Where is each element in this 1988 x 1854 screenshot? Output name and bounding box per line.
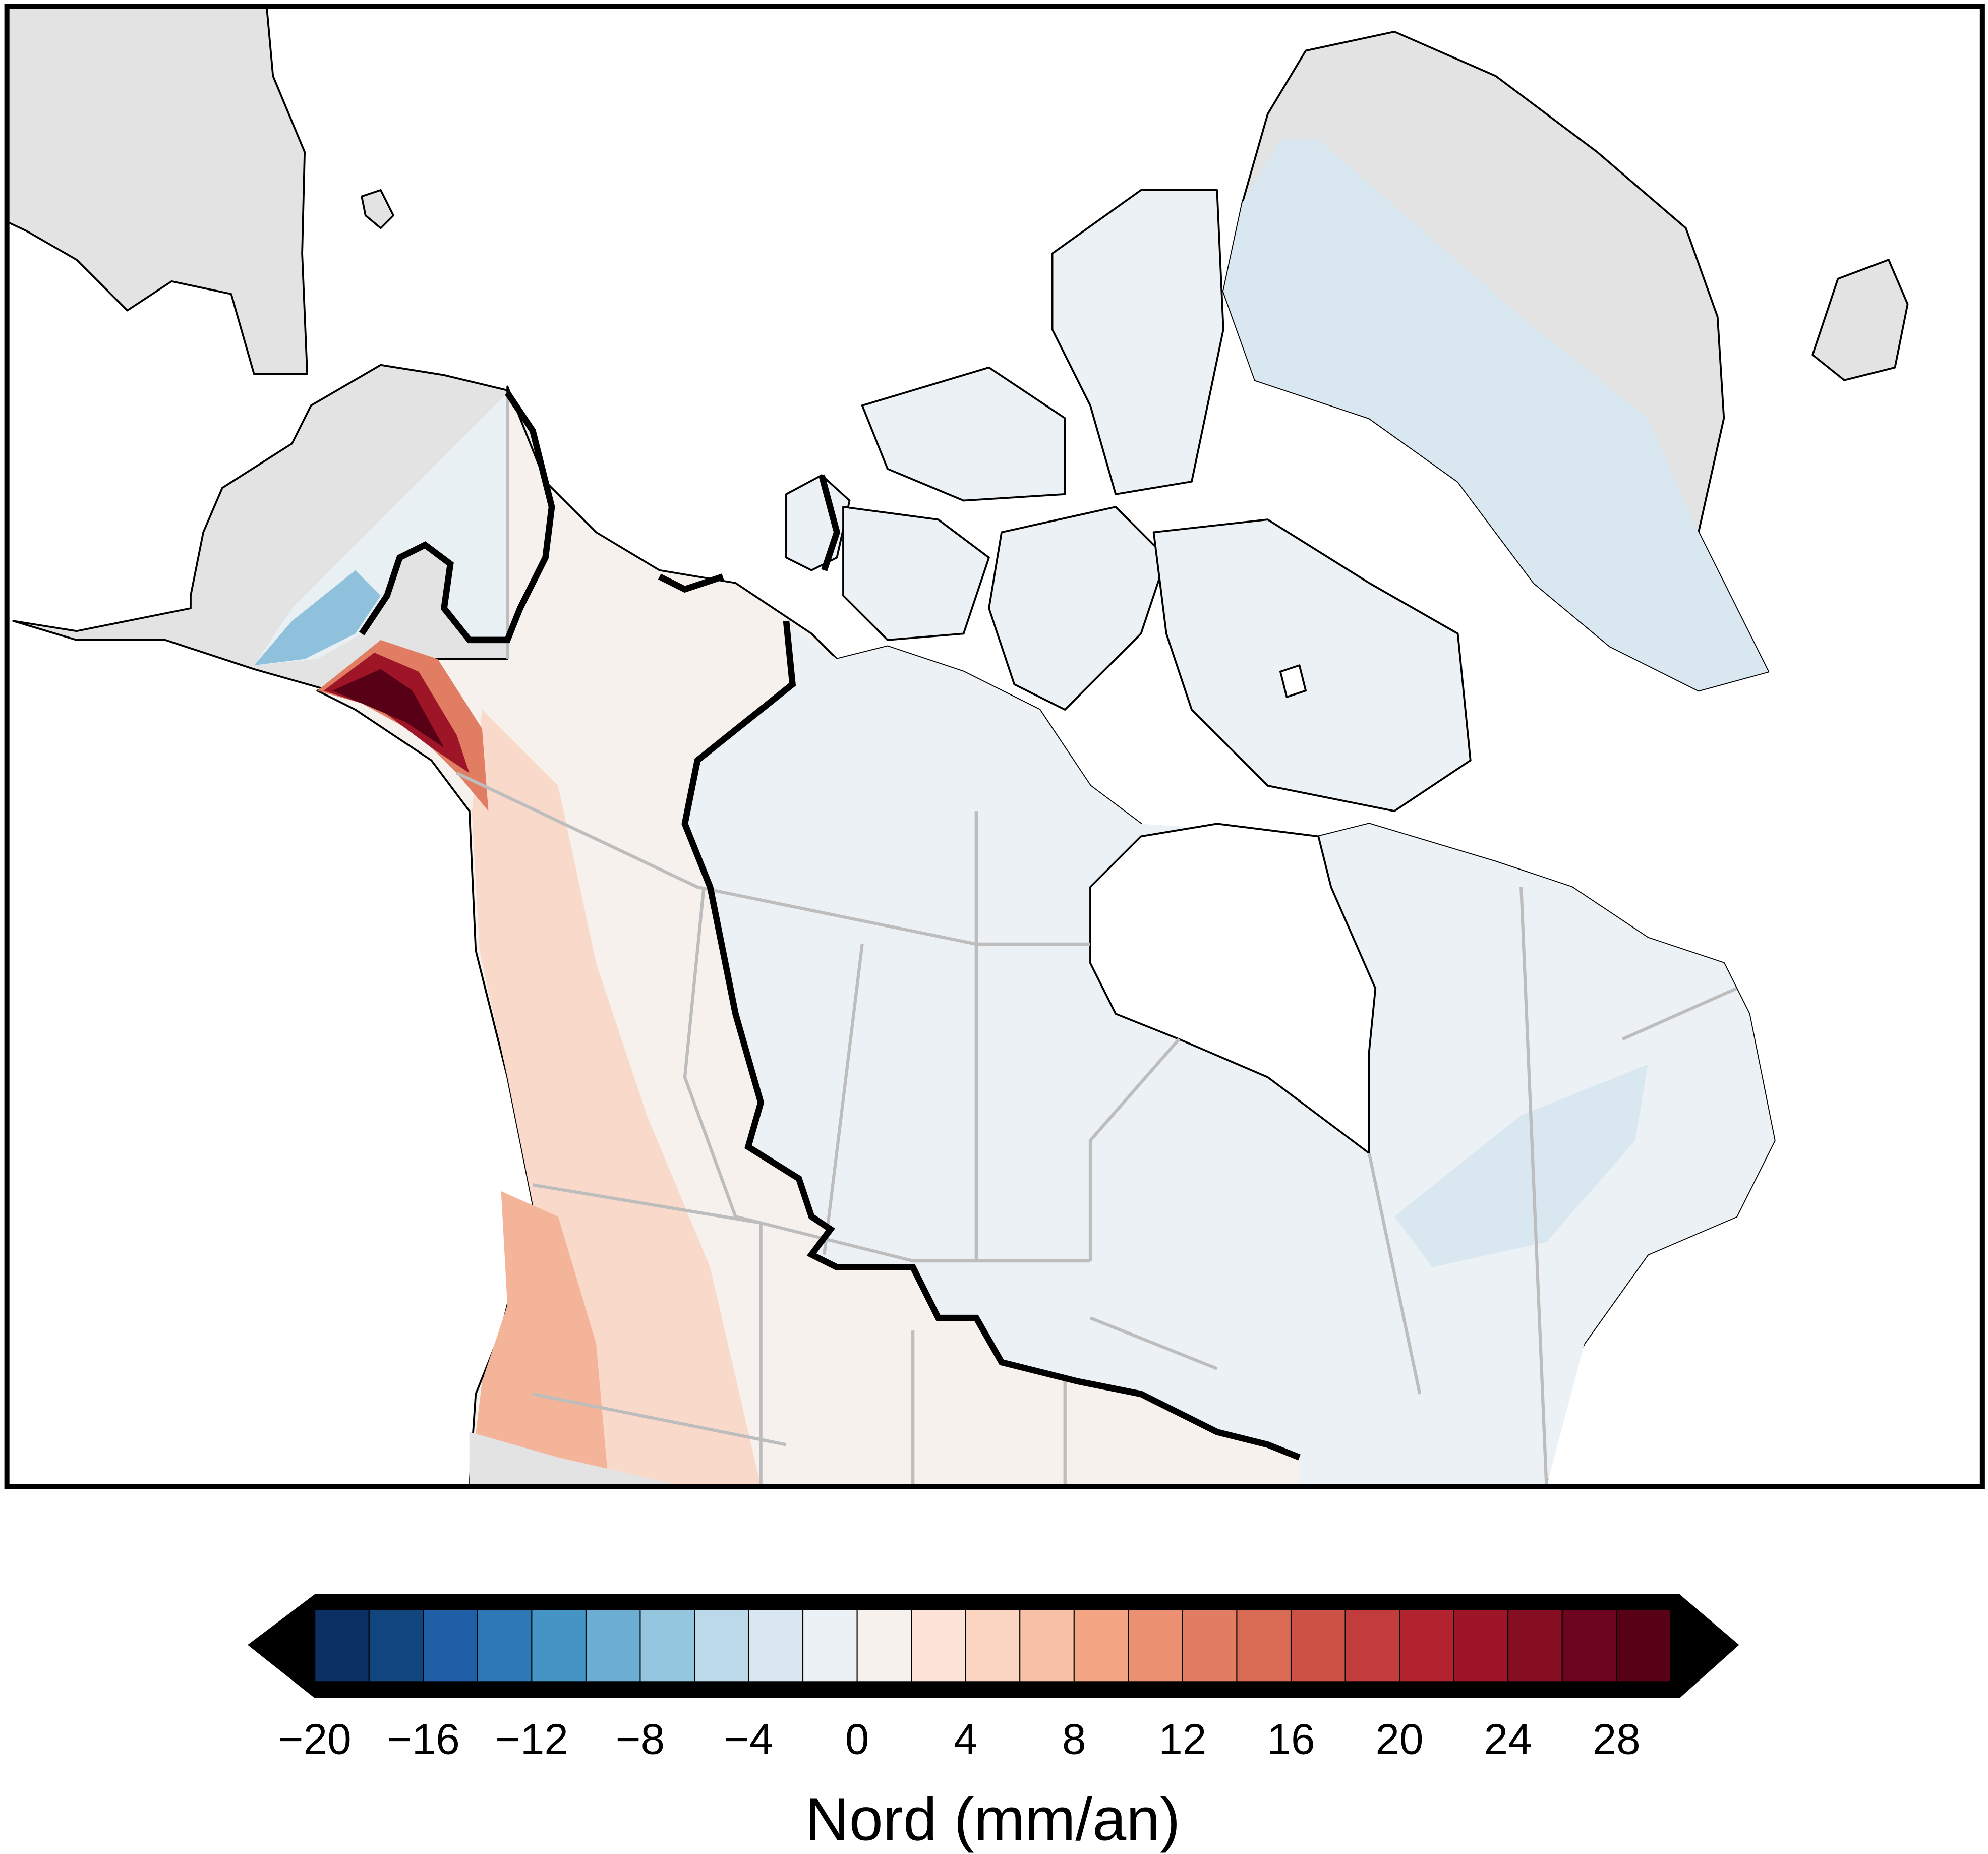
map: [4, 4, 1985, 1489]
island: [988, 506, 1167, 711]
colorbar-bin: [639, 1609, 695, 1683]
border: [456, 392, 1737, 1487]
colorbar-bin: [1236, 1609, 1292, 1683]
colorbar-bin: [1507, 1609, 1563, 1683]
colorbar-bin: [1453, 1609, 1509, 1683]
tick-label: 8: [1062, 1716, 1086, 1764]
island: [861, 366, 1066, 502]
colorbar-bin: [1399, 1609, 1454, 1683]
colorbar-bin: [368, 1609, 424, 1683]
colorbar-bin: [748, 1609, 804, 1683]
colorbar-bin: [802, 1609, 858, 1683]
tick-label: 28: [1593, 1716, 1641, 1764]
map-frame: [4, 4, 1985, 1489]
colorbar-bin: [694, 1609, 749, 1683]
island: [1152, 518, 1472, 812]
tick-label: 24: [1484, 1716, 1532, 1764]
tick-label: −4: [724, 1716, 773, 1764]
land-russia: [6, 5, 309, 375]
island: [1051, 189, 1224, 495]
region-red-darkest: [332, 669, 444, 748]
colorbar-bin: [856, 1609, 912, 1683]
lake: [1279, 664, 1307, 698]
colorbar-bin: [477, 1609, 533, 1683]
colorbar-bin: [423, 1609, 478, 1683]
colorbar-bin: [1019, 1609, 1075, 1683]
colorbar-bin: [531, 1609, 587, 1683]
region-blue: [1394, 1064, 1648, 1267]
colorbar-bin: [911, 1609, 966, 1683]
region-pink-strong: [469, 1191, 609, 1487]
colorbar-bin: [585, 1609, 641, 1683]
colorbar-bin: [1182, 1609, 1238, 1683]
colorbar: −20 −16 −12 −8 −4 0 4 8 12 16 20 24 28: [278, 1609, 1671, 1764]
colorbar-bin: [1128, 1609, 1183, 1683]
tick-label: 20: [1376, 1716, 1424, 1764]
colorbar-bin: [1073, 1609, 1129, 1683]
tick-label: −12: [495, 1716, 568, 1764]
colorbar-bin: [314, 1609, 370, 1683]
hudson-bay: [1089, 823, 1377, 1154]
land-iceland: [1811, 259, 1909, 381]
region-blue: [1223, 139, 1769, 691]
tick-label: 4: [954, 1716, 977, 1764]
colorbar-bin: [965, 1609, 1021, 1683]
region-blue-dark: [254, 570, 381, 666]
tick-label: −8: [616, 1716, 665, 1764]
colorbar-label: Nord (mm/an): [805, 1785, 1181, 1853]
colorbar-bin: [1561, 1609, 1617, 1683]
tick-label: 0: [845, 1716, 869, 1764]
island: [842, 506, 990, 641]
colorbar-bin: [1616, 1609, 1671, 1683]
island: [785, 474, 851, 571]
contour: [359, 391, 1301, 1461]
tick-label: −16: [387, 1716, 460, 1764]
colorbar-bin: [1290, 1609, 1346, 1683]
tick-label: −20: [278, 1716, 352, 1764]
colorbar-bin: [1344, 1609, 1400, 1683]
region-gray: [469, 1432, 685, 1487]
island: [361, 189, 394, 229]
tick-label: 16: [1267, 1716, 1315, 1764]
tick-label: 12: [1158, 1716, 1206, 1764]
